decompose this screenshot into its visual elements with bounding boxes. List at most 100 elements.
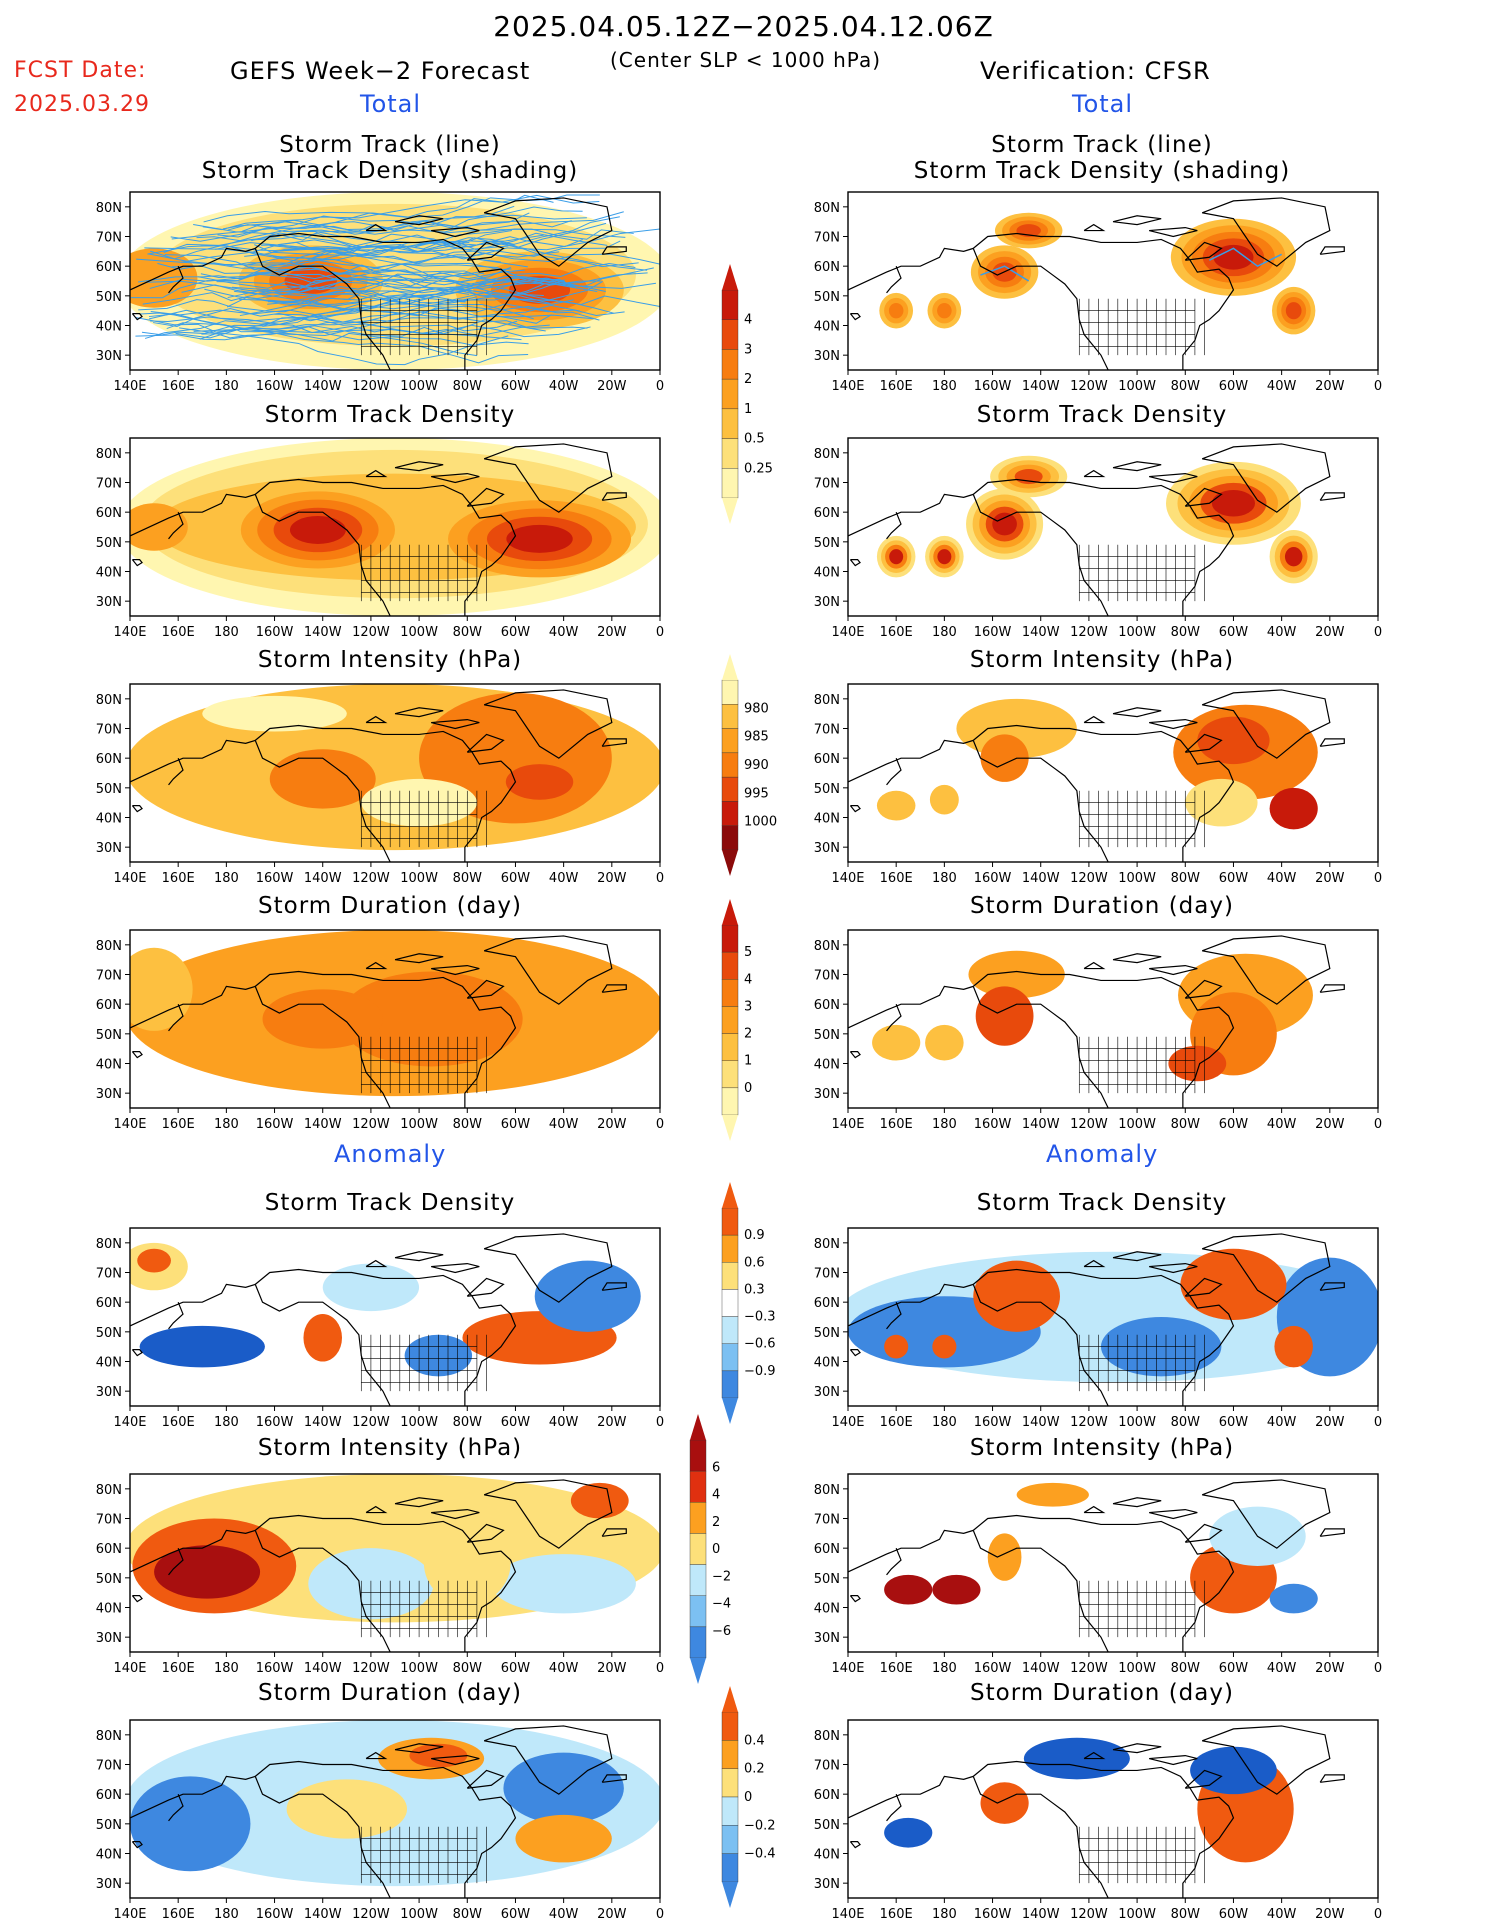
y-tick-label: 40N <box>814 1602 840 1617</box>
colorbar-segment <box>689 1595 707 1628</box>
track-line <box>149 266 525 289</box>
y-tick-label: 30N <box>814 349 840 364</box>
coastline <box>1319 1774 1345 1783</box>
plot-frame <box>847 1227 1379 1407</box>
y-tick-label: 80N <box>96 1483 122 1498</box>
forecast-panel-4: 140E 160E 180 160W 140W 120W 100W 80W 60W 40W 20W 0… <box>96 1227 664 1430</box>
plot-frame <box>847 929 1379 1109</box>
plot-frame <box>129 1227 661 1407</box>
colorbar-anom-duration: −0.4 −0.2 0 0.2 0.4 <box>721 1686 776 1908</box>
coastline <box>131 559 143 567</box>
y-tick-label: 40N <box>814 1848 840 1863</box>
track-line <box>131 263 468 299</box>
colorbar-segment <box>721 408 739 439</box>
colorbar-arrow-bottom <box>690 1658 706 1684</box>
x-tick-label: 40W <box>1267 1661 1297 1676</box>
coastline <box>1319 246 1345 255</box>
coastline <box>131 1841 143 1849</box>
colorbar-segment <box>721 319 739 350</box>
forecast-anom-density-title: Storm Track Density <box>264 1190 516 1216</box>
colorbar-segment <box>721 1370 739 1399</box>
track-line <box>148 237 515 269</box>
data-blob <box>289 515 346 544</box>
colorbar-arrow-top <box>722 654 738 680</box>
y-tick-label: 30N <box>96 1385 122 1400</box>
x-tick-label: 120W <box>352 1661 390 1676</box>
plot-frame <box>129 1473 661 1653</box>
x-tick-label: 80W <box>1171 379 1201 394</box>
verification-panel-4: 140E 160E 180 160W 140W 120W 100W 80W 60W 40W 20W 0… <box>814 1227 1382 1430</box>
colorbar-segment <box>721 349 739 380</box>
colorbar-anom-density: −0.9 −0.6 −0.3 0.3 0.6 0.9 <box>721 1182 776 1424</box>
state-borders <box>360 298 487 356</box>
x-tick-label: 40W <box>1267 379 1297 394</box>
panel-fill <box>130 930 660 1108</box>
track-line <box>152 294 478 328</box>
coastline <box>130 247 256 291</box>
coastline <box>466 1769 505 1789</box>
coastline <box>168 1793 184 1822</box>
forecast-panel-6: 140E 160E 180 160W 140W 120W 100W 80W 60W 40W 20W 0… <box>96 1719 664 1922</box>
data-blob <box>1168 1045 1227 1082</box>
colorbar-label: 4 <box>744 972 752 987</box>
x-tick-label: 100W <box>1118 1661 1156 1676</box>
data-blob <box>932 1334 957 1359</box>
storm-track-lines <box>131 194 660 366</box>
coastline <box>1083 715 1106 724</box>
x-tick-label: 100W <box>400 1661 438 1676</box>
coastline <box>1083 1505 1106 1514</box>
track-line <box>181 279 565 311</box>
colorbar-segment <box>721 825 739 851</box>
plot-frame <box>129 1719 661 1899</box>
coastline <box>483 443 613 513</box>
verification-panel-6: 140E 160E 180 160W 140W 120W 100W 80W 60W 40W 20W 0… <box>814 1719 1382 1922</box>
colorbar-segment <box>721 1006 739 1034</box>
colorbar-total-intensity: 1000 995 990 985 980 <box>721 654 777 876</box>
data-blob <box>139 1325 265 1368</box>
y-tick-label: 70N <box>96 477 122 492</box>
y-tick-label: 60N <box>96 752 122 767</box>
x-tick-label: 160W <box>256 1907 294 1922</box>
track-line <box>150 316 550 337</box>
y-tick-label: 70N <box>96 231 122 246</box>
state-borders <box>360 1826 487 1884</box>
x-tick-label: 120W <box>1070 379 1108 394</box>
colorbar-label: 985 <box>744 730 769 745</box>
coastline <box>848 1283 974 1327</box>
coastline <box>972 232 1235 370</box>
x-tick-label: 160E <box>162 379 195 394</box>
track-line <box>272 237 648 271</box>
coastline <box>130 493 256 537</box>
x-tick-label: 20W <box>597 1415 627 1430</box>
x-tick-label: 60W <box>501 1415 531 1430</box>
x-tick-label: 180 <box>932 625 957 640</box>
y-tick-label: 50N <box>96 1028 122 1043</box>
state-borders <box>1078 298 1205 356</box>
y-tick-label: 40N <box>96 1602 122 1617</box>
coastline <box>130 1283 256 1327</box>
x-tick-label: 180 <box>932 1117 957 1132</box>
coastline <box>254 232 517 370</box>
x-tick-label: 140W <box>1022 1415 1060 1430</box>
data-blob <box>884 1574 933 1605</box>
colorbar-label: −0.2 <box>744 1818 776 1833</box>
colorbar-segment <box>721 979 739 1007</box>
coastline <box>1201 1479 1331 1549</box>
state-borders <box>1078 544 1205 602</box>
panel-fill <box>130 1233 641 1406</box>
data-blob <box>884 1334 909 1359</box>
colorbar-segment <box>721 776 739 802</box>
data-blob <box>929 784 959 815</box>
x-tick-label: 60W <box>501 625 531 640</box>
x-tick-label: 0 <box>656 1661 664 1676</box>
x-tick-label: 160E <box>162 1415 195 1430</box>
x-tick-label: 140W <box>304 1117 342 1132</box>
x-tick-label: 60W <box>1219 625 1249 640</box>
data-blob <box>1274 1325 1313 1368</box>
data-blob <box>987 1533 1022 1581</box>
x-tick-label: 0 <box>656 1117 664 1132</box>
colorbar-segment <box>721 924 739 953</box>
forecast-panel1-title-line1: Storm Track (line) <box>279 132 501 158</box>
x-tick-label: 160E <box>880 1117 913 1132</box>
y-tick-label: 30N <box>814 1385 840 1400</box>
